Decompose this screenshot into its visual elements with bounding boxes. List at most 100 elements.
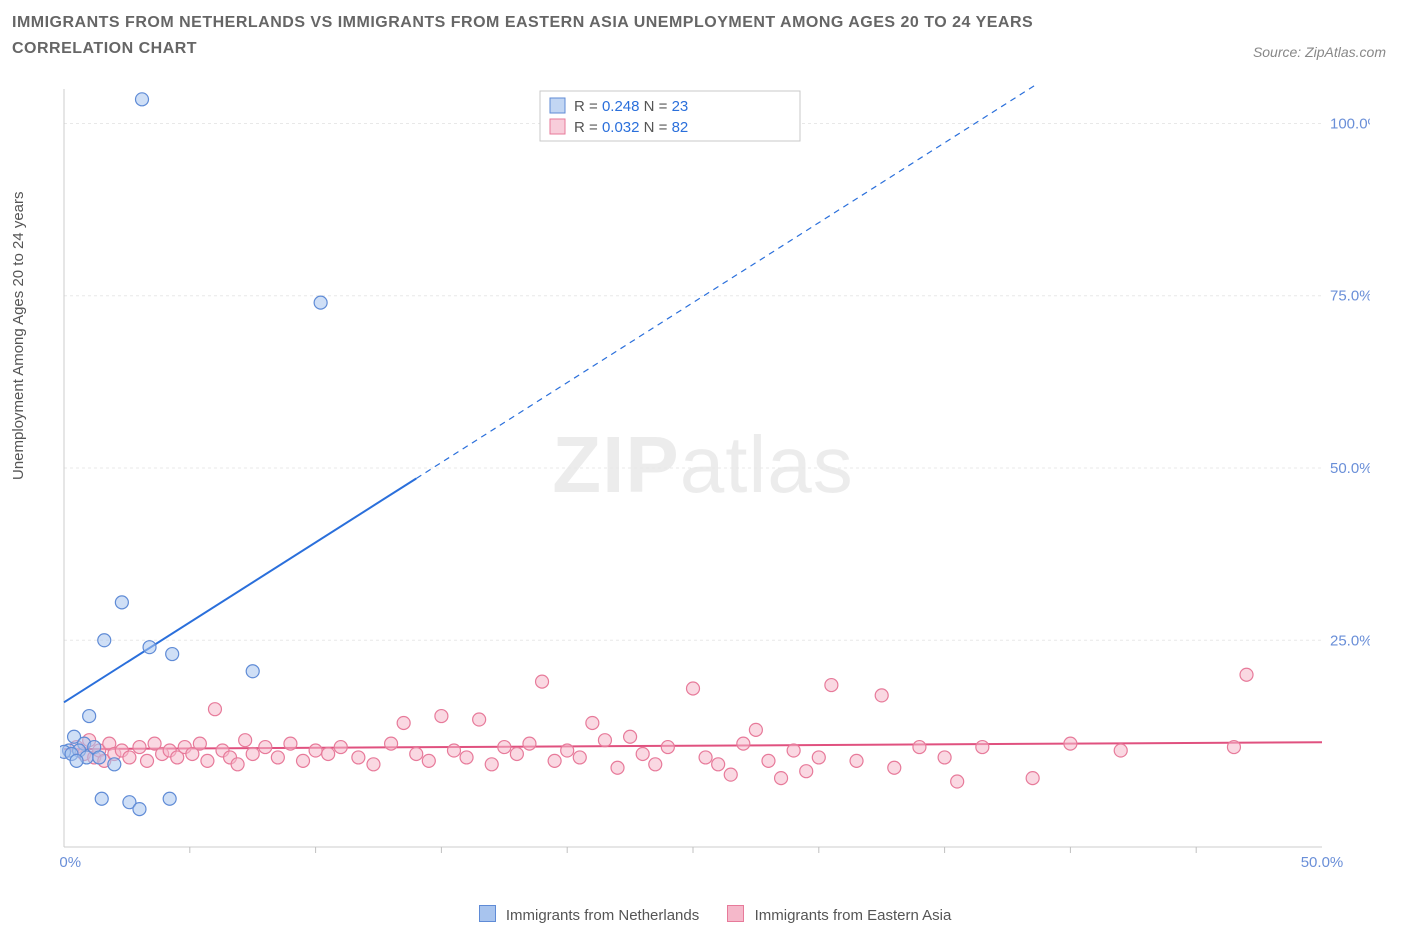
eastern-asia-point — [611, 761, 624, 774]
eastern-asia-point — [447, 744, 460, 757]
eastern-asia-point — [775, 772, 788, 785]
eastern-asia-point — [712, 758, 725, 771]
netherlands-point — [166, 648, 179, 661]
eastern-asia-point — [749, 723, 762, 736]
eastern-asia-point — [548, 754, 561, 767]
eastern-asia-point — [687, 682, 700, 695]
eastern-asia-point — [1240, 668, 1253, 681]
eastern-asia-point — [1064, 737, 1077, 750]
scatter-plot: 25.0% 50.0% 75.0% 100.0% 0.0% 50.0% R = 0.248 … — [60, 85, 1370, 875]
netherlands-point — [314, 296, 327, 309]
eastern-asia-point — [201, 754, 214, 767]
eastern-asia-point — [850, 754, 863, 767]
x-tick-label-right: 50.0% — [1301, 854, 1344, 871]
title-line-2: CORRELATION CHART — [12, 40, 197, 57]
eastern-asia-point — [309, 744, 322, 757]
legend-swatch-eastern-asia — [727, 905, 744, 922]
eastern-asia-point — [787, 744, 800, 757]
eastern-asia-point — [699, 751, 712, 764]
netherlands-swatch — [550, 98, 565, 113]
legend-label-eastern-asia: Immigrants from Eastern Asia — [755, 907, 952, 924]
netherlands-point — [163, 792, 176, 805]
netherlands-point — [133, 803, 146, 816]
y-tick-label: 75.0% — [1330, 288, 1370, 305]
netherlands-trend-solid — [64, 478, 416, 702]
eastern-asia-point — [410, 747, 423, 760]
eastern-asia-point — [661, 741, 674, 754]
netherlands-point — [135, 93, 148, 106]
x-tick-label-left: 0.0% — [60, 854, 81, 871]
eastern-asia-point — [636, 747, 649, 760]
eastern-asia-point — [435, 710, 448, 723]
eastern-asia-point — [141, 754, 154, 767]
title-line-1: IMMIGRANTS FROM NETHERLANDS VS IMMIGRANT… — [12, 14, 1033, 31]
netherlands-stats: R = 0.248 N = 23 — [574, 98, 688, 115]
eastern-asia-point — [367, 758, 380, 771]
legend-swatch-netherlands — [479, 905, 496, 922]
netherlands-point — [143, 641, 156, 654]
netherlands-point — [246, 665, 259, 678]
eastern-asia-point — [598, 734, 611, 747]
eastern-asia-point — [385, 737, 398, 750]
eastern-asia-point — [397, 716, 410, 729]
eastern-asia-point — [246, 747, 259, 760]
eastern-asia-point — [888, 761, 901, 774]
eastern-asia-point — [561, 744, 574, 757]
eastern-asia-point — [1227, 741, 1240, 754]
legend-label-netherlands: Immigrants from Netherlands — [506, 907, 699, 924]
eastern-asia-stats: R = 0.032 N = 82 — [574, 119, 688, 136]
eastern-asia-point — [1026, 772, 1039, 785]
eastern-asia-point — [724, 768, 737, 781]
chart-title: IMMIGRANTS FROM NETHERLANDS VS IMMIGRANT… — [12, 10, 1033, 61]
y-axis-label: Unemployment Among Ages 20 to 24 years — [10, 191, 27, 480]
eastern-asia-point — [812, 751, 825, 764]
eastern-asia-point — [352, 751, 365, 764]
eastern-asia-point — [1114, 744, 1127, 757]
eastern-asia-swatch — [550, 119, 565, 134]
eastern-asia-point — [938, 751, 951, 764]
eastern-asia-point — [800, 765, 813, 778]
eastern-asia-point — [825, 679, 838, 692]
source-label: Source: ZipAtlas.com — [1253, 44, 1386, 60]
netherlands-point — [115, 596, 128, 609]
y-tick-label: 100.0% — [1330, 115, 1370, 132]
eastern-asia-point — [271, 751, 284, 764]
eastern-asia-point — [737, 737, 750, 750]
eastern-asia-point — [762, 754, 775, 767]
netherlands-point — [93, 751, 106, 764]
netherlands-point — [83, 710, 96, 723]
eastern-asia-point — [913, 741, 926, 754]
netherlands-point — [70, 754, 83, 767]
eastern-asia-point — [624, 730, 637, 743]
eastern-asia-point — [123, 751, 136, 764]
eastern-asia-point — [951, 775, 964, 788]
netherlands-point — [108, 758, 121, 771]
eastern-asia-point — [284, 737, 297, 750]
y-tick-label: 50.0% — [1330, 460, 1370, 477]
y-tick-label: 25.0% — [1330, 632, 1370, 649]
eastern-asia-point — [536, 675, 549, 688]
eastern-asia-point — [208, 703, 221, 716]
eastern-asia-point — [875, 689, 888, 702]
eastern-asia-point — [976, 741, 989, 754]
eastern-asia-point — [485, 758, 498, 771]
eastern-asia-point — [649, 758, 662, 771]
netherlands-point — [98, 634, 111, 647]
netherlands-trend-dashed — [416, 85, 1322, 478]
eastern-asia-point — [498, 741, 511, 754]
eastern-asia-point — [297, 754, 310, 767]
eastern-asia-point — [133, 741, 146, 754]
eastern-asia-point — [322, 747, 335, 760]
eastern-asia-point — [473, 713, 486, 726]
eastern-asia-point — [510, 747, 523, 760]
eastern-asia-point — [460, 751, 473, 764]
eastern-asia-point — [573, 751, 586, 764]
eastern-asia-point — [422, 754, 435, 767]
eastern-asia-point — [193, 737, 206, 750]
eastern-asia-point — [586, 716, 599, 729]
netherlands-point — [95, 792, 108, 805]
eastern-asia-point — [239, 734, 252, 747]
eastern-asia-point — [259, 741, 272, 754]
bottom-legend: Immigrants from Netherlands Immigrants f… — [0, 905, 1406, 924]
eastern-asia-point — [523, 737, 536, 750]
